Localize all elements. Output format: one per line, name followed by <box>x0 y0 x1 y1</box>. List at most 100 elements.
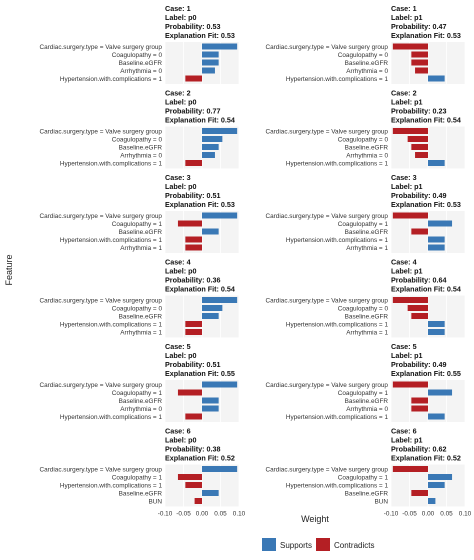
feature-label: Coagulopathy = 1 <box>112 475 163 482</box>
feature-label: Hypertension.with.complications = 1 <box>60 237 163 244</box>
weight-bar <box>411 59 428 66</box>
weight-bar <box>202 128 238 134</box>
weight-bar <box>185 236 202 243</box>
panel-probability-text: Probability: 0.51 <box>165 360 221 369</box>
panel-case-text: Case: 3 <box>391 173 417 182</box>
feature-label: Coagulopathy = 1 <box>338 475 389 482</box>
panel-label-text: Label: p0 <box>165 13 197 22</box>
panel-case-text: Case: 6 <box>165 427 191 436</box>
panel-case-text: Case: 4 <box>165 258 191 267</box>
weight-bar <box>428 413 445 420</box>
feature-label: Hypertension.with.complications = 1 <box>286 76 389 83</box>
feature-label: Cardiac.surgery.type = Valve surgery gro… <box>266 213 389 220</box>
weight-bar <box>194 498 202 504</box>
panel-probability-text: Probability: 0.64 <box>391 276 447 285</box>
feature-label: Coagulopathy = 0 <box>338 137 389 144</box>
panel-probability-text: Probability: 0.23 <box>391 107 447 116</box>
weight-bar <box>177 474 202 480</box>
feature-label: Hypertension.with.complications = 1 <box>60 76 163 83</box>
panel-label-text: Label: p1 <box>391 98 423 107</box>
weight-bar <box>202 67 215 74</box>
weight-bar <box>185 413 202 420</box>
weight-bar <box>411 51 428 58</box>
panel-case-text: Case: 2 <box>165 89 191 98</box>
feature-label: Cardiac.surgery.type = Valve surgery gro… <box>266 467 389 474</box>
feature-label: Arrhythmia = 1 <box>120 245 162 252</box>
panel-label-text: Label: p0 <box>165 351 197 360</box>
weight-bar <box>202 490 219 496</box>
panel-case-text: Case: 4 <box>391 258 417 267</box>
feature-label: Baseline.eGFR <box>119 314 163 321</box>
feature-label: Hypertension.with.complications = 1 <box>286 237 389 244</box>
x-axis-group: -0.10 -0.05 0.00 0.05 0.10 -0.10 -0.05 0.00 0.05… <box>158 511 472 518</box>
weight-bar <box>185 75 202 82</box>
feature-label: Baseline.eGFR <box>345 229 389 236</box>
weight-bar <box>202 313 219 319</box>
feature-label: Cardiac.surgery.type = Valve surgery gro… <box>40 44 163 51</box>
feature-label: Cardiac.surgery.type = Valve surgery gro… <box>40 298 163 305</box>
weight-bar <box>392 212 428 219</box>
panel-label-text: Label: p0 <box>165 182 197 191</box>
weight-bar <box>202 152 215 158</box>
weight-bar <box>202 397 219 404</box>
feature-label: Hypertension.with.complications = 1 <box>286 414 389 421</box>
panel-label-text: Label: p0 <box>165 98 197 107</box>
feature-label: Cardiac.surgery.type = Valve surgery gro… <box>40 382 163 389</box>
weight-bar <box>185 244 202 251</box>
weight-bar <box>202 405 219 412</box>
feature-label: Cardiac.surgery.type = Valve surgery gro… <box>266 298 389 305</box>
weight-bar <box>407 305 428 311</box>
panel-fit-text: Explanation Fit: 0.53 <box>165 31 235 40</box>
feature-label: Baseline.eGFR <box>119 229 163 236</box>
panel-fit-text: Explanation Fit: 0.54 <box>165 285 235 294</box>
weight-bar <box>202 228 219 235</box>
feature-label: Baseline.eGFR <box>345 398 389 405</box>
feature-label: Arrhythmia = 0 <box>346 406 388 413</box>
weight-bar <box>177 389 202 396</box>
feature-label: Coagulopathy = 1 <box>112 221 163 228</box>
legend: Supports Contradicts <box>262 538 374 551</box>
weight-bar <box>428 236 445 243</box>
feature-label: Hypertension.with.complications = 1 <box>286 483 389 490</box>
panel-case-text: Case: 6 <box>391 427 417 436</box>
feature-label: Baseline.eGFR <box>119 398 163 405</box>
feature-label: Cardiac.surgery.type = Valve surgery gro… <box>266 382 389 389</box>
weight-bar <box>428 75 445 82</box>
x-tick-label: 0.05 <box>214 511 227 518</box>
panel-probability-text: Probability: 0.77 <box>165 107 221 116</box>
x-tick-label: -0.05 <box>176 511 191 518</box>
feature-label: Hypertension.with.complications = 1 <box>286 322 389 329</box>
feature-label: Arrhythmia = 1 <box>346 330 388 337</box>
feature-label: Coagulopathy = 1 <box>338 221 389 228</box>
panel-fit-text: Explanation Fit: 0.55 <box>165 369 235 378</box>
feature-label: Cardiac.surgery.type = Valve surgery gro… <box>40 213 163 220</box>
weight-bar <box>202 144 219 150</box>
feature-label: Arrhythmia = 0 <box>120 153 162 160</box>
x-tick-label: -0.05 <box>402 511 417 518</box>
panel-fit-text: Explanation Fit: 0.53 <box>165 200 235 209</box>
panel-label-text: Label: p1 <box>391 351 423 360</box>
panel-fit-text: Explanation Fit: 0.54 <box>165 116 235 125</box>
feature-label: Hypertension.with.complications = 1 <box>60 322 163 329</box>
x-tick-label: 0.00 <box>196 511 209 518</box>
panel-label-text: Label: p0 <box>165 267 197 276</box>
weight-bar <box>392 381 428 388</box>
panel-case-text: Case: 1 <box>391 4 417 13</box>
x-axis-title: Weight <box>301 514 329 524</box>
feature-label: Baseline.eGFR <box>345 60 389 67</box>
panel-probability-text: Probability: 0.51 <box>165 191 221 200</box>
panel-probability-text: Probability: 0.49 <box>391 191 447 200</box>
panel-probability-text: Probability: 0.62 <box>391 445 447 454</box>
panel-probability-text: Probability: 0.49 <box>391 360 447 369</box>
weight-bar <box>202 212 238 219</box>
weight-bar <box>415 152 428 158</box>
weight-bar <box>202 305 223 311</box>
panel-label-text: Label: p1 <box>391 182 423 191</box>
feature-label: Baseline.eGFR <box>119 145 163 152</box>
